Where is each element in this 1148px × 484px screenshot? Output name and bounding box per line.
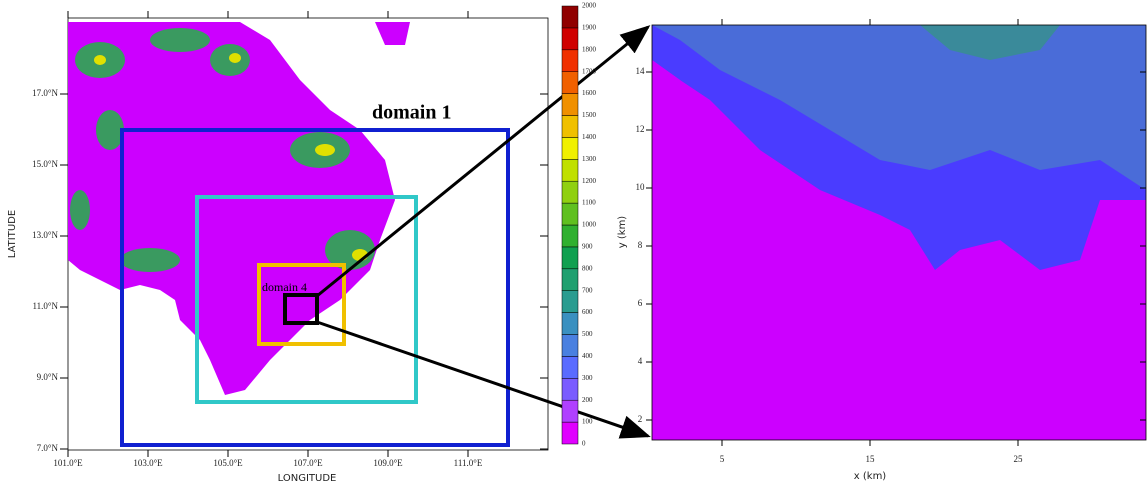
colorbar-swatch (562, 50, 578, 72)
colorbar-label: 1300 (582, 155, 597, 163)
y-axis-label: LATITUDE (7, 210, 18, 258)
x-axis-label: LONGITUDE (278, 473, 337, 484)
zoom-x-label: x (km) (854, 471, 887, 482)
lat-tick-label: 11.0°N (32, 301, 58, 311)
colorbar-swatch (562, 72, 578, 94)
colorbar-label: 1600 (582, 89, 597, 97)
colorbar-label: 1700 (582, 67, 597, 75)
colorbar-swatch (562, 422, 578, 444)
colorbar-swatch (562, 378, 578, 400)
lon-tick-label: 105.0°E (213, 458, 243, 468)
colorbar-swatch (562, 247, 578, 269)
colorbar-swatch (562, 269, 578, 291)
colorbar-swatch (562, 116, 578, 138)
colorbar-label: 1500 (582, 111, 597, 119)
domain-4-label: domain 4 (262, 280, 307, 294)
zoom-x-tick-label: 5 (720, 454, 725, 464)
lat-tick-label: 13.0°N (32, 230, 58, 240)
colorbar-label: 300 (582, 374, 593, 382)
zoom-x-tick-label: 25 (1014, 454, 1024, 464)
colorbar-swatch (562, 159, 578, 181)
domain-1-label: domain 1 (372, 102, 451, 124)
lat-tick-label: 15.0°N (32, 159, 58, 169)
colorbar-label: 600 (582, 308, 593, 316)
colorbar-label: 1100 (582, 199, 596, 207)
lat-tick-label: 7.0°N (37, 443, 59, 453)
colorbar-swatch (562, 225, 578, 247)
colorbar-swatch (562, 335, 578, 357)
colorbar-label: 2000 (582, 2, 597, 10)
colorbar-label: 1400 (582, 133, 597, 141)
lon-tick-label: 101.0°E (53, 458, 83, 468)
zoom-y-label: y (km) (617, 216, 628, 249)
colorbar-label: 800 (582, 264, 593, 272)
colorbar-label: 1900 (582, 24, 597, 32)
map-panel: domain 1 domain 4 LATITUDE LONGITUDE (7, 18, 548, 484)
lon-tick-label: 103.0°E (133, 458, 163, 468)
zoom-y-tick-label: 4 (638, 356, 643, 366)
colorbar-label: 0 (582, 440, 586, 448)
colorbar-swatch (562, 313, 578, 335)
colorbar-swatch (562, 356, 578, 378)
colorbar-label: 900 (582, 243, 593, 251)
zoom-y-tick-label: 2 (638, 414, 643, 424)
lat-tick-label: 9.0°N (37, 372, 59, 382)
colorbar-label: 200 (582, 396, 593, 404)
lat-tick-label: 17.0°N (32, 88, 58, 98)
colorbar-swatch (562, 291, 578, 313)
colorbar-swatch (562, 400, 578, 422)
colorbar-swatch (562, 94, 578, 116)
colorbar-swatch (562, 203, 578, 225)
colorbar-label: 700 (582, 286, 593, 294)
colorbar-label: 1000 (582, 221, 597, 229)
lon-tick-label: 107.0°E (293, 458, 323, 468)
lon-tick-label: 111.0°E (454, 458, 483, 468)
colorbar-label: 1800 (582, 45, 597, 53)
zoom-x-tick-label: 15 (866, 454, 876, 464)
colorbar-label: 500 (582, 330, 593, 338)
zoom-y-tick-label: 14 (636, 66, 646, 76)
zoom-panel: x (km) y (km) (617, 25, 1146, 482)
lon-tick-label: 109.0°E (373, 458, 403, 468)
colorbar-swatch (562, 6, 578, 28)
colorbar-swatch (562, 137, 578, 159)
colorbar-label: 100 (582, 418, 593, 426)
zoom-y-tick-label: 6 (638, 298, 643, 308)
zoom-y-tick-label: 12 (636, 124, 645, 134)
zoom-y-tick-label: 10 (636, 182, 646, 192)
colorbar-swatch (562, 181, 578, 203)
zoom-y-tick-label: 8 (638, 240, 643, 250)
figure: domain 1 domain 4 LATITUDE LONGITUDE x (… (0, 0, 1148, 484)
colorbar-label: 400 (582, 352, 593, 360)
colorbar-label: 1200 (582, 177, 597, 185)
colorbar-swatch (562, 28, 578, 50)
